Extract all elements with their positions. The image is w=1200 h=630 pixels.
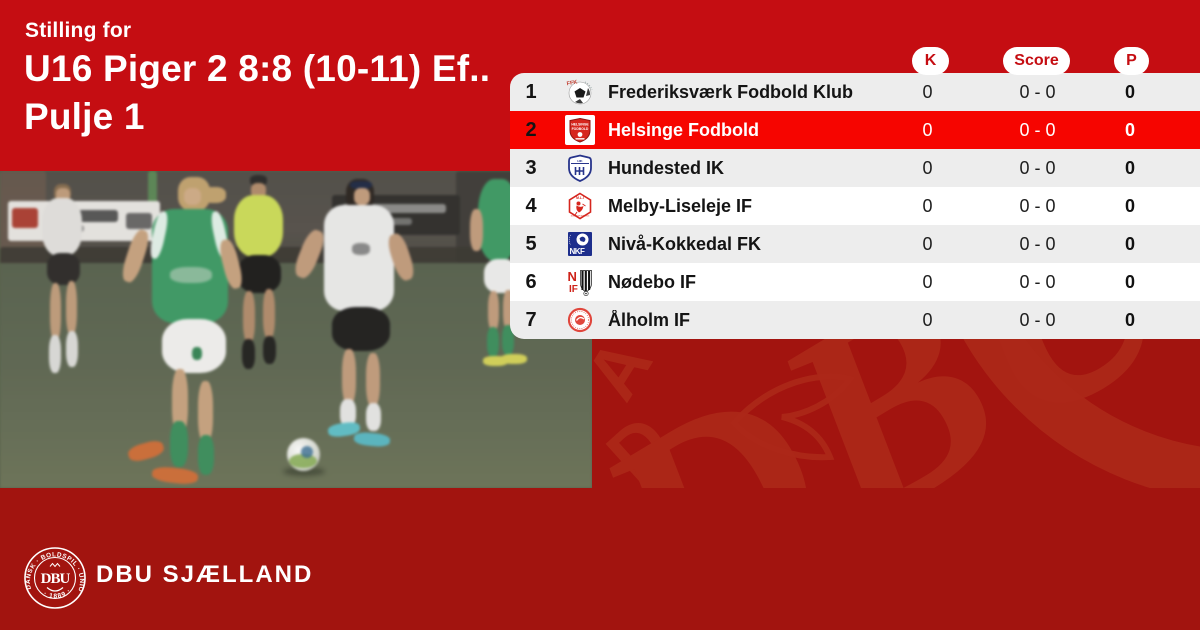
title-line-1: U16 Piger 2 8:8 (10-11) Ef.. [24,48,491,89]
club-logo-hundested: HIK [565,153,595,183]
table-row: 7 Ålholm IF 0 0 - 0 0 [510,301,1200,339]
svg-text:IF: IF [569,284,578,295]
svg-text:HIK: HIK [577,159,583,163]
score-cell: 0 - 0 [1019,195,1056,216]
matches-cell: 0 [922,157,933,178]
standings-table: 1 FFK Frederiksværk Fodbold Klub 0 0 - 0… [510,73,1200,339]
page-title: U16 Piger 2 8:8 (10-11) Ef.. Pulje 1 [24,45,490,141]
rank-cell: 6 [525,270,537,293]
points-cell: 0 [1124,157,1135,178]
table-row-highlighted: 2 HELSINGE FODBOLD Helsinge Fodbold 0 0 … [510,111,1200,149]
svg-text:FODBOLD: FODBOLD [572,127,589,131]
table-row: 5 NKF Nivå-Kokkedal FK 0 0 - 0 0 [510,225,1200,263]
score-cell: 0 - 0 [1019,119,1056,140]
match-photo [0,171,592,488]
club-logo-nivaa-kokkedal: NKF [565,229,595,259]
score-cell: 0 - 0 [1019,309,1056,330]
svg-text:N: N [568,269,577,284]
matches-cell: 0 [922,271,933,292]
club-name: Frederiksværk Fodbold Klub [608,81,854,102]
matches-cell: 0 [922,195,933,216]
rank-cell: 2 [525,118,537,141]
rank-cell: 3 [525,156,537,179]
points-cell: 0 [1124,309,1135,330]
club-name: Nivå-Kokkedal FK [608,233,762,254]
club-name: Nødebo IF [608,271,696,292]
points-cell: 0 [1124,119,1135,140]
score-cell: 0 - 0 [1019,233,1056,254]
table-row: 3 HIK Hundested IK 0 0 - 0 0 [510,149,1200,187]
rank-cell: 1 [525,80,537,103]
club-logo-melby-liseleje: M.L.I IDRÆTSFORENING [565,191,595,221]
score-cell: 0 - 0 [1019,157,1056,178]
svg-text:DBU: DBU [41,571,71,587]
points-cell: 0 [1124,195,1135,216]
rank-cell: 4 [525,194,537,217]
column-header-points: P [1114,47,1149,75]
eyebrow-text: Stilling for [25,19,132,42]
column-header-matches: K [912,47,949,75]
club-name: Helsinge Fodbold [608,119,759,140]
title-line-2: Pulje 1 [24,96,145,137]
club-logo-frederiksvaerk: FFK [565,77,595,107]
svg-text:M.L.I: M.L.I [576,196,584,200]
svg-text:IDRÆTSFORENING: IDRÆTSFORENING [571,216,590,218]
rank-cell: 7 [525,308,537,331]
table-row: 4 M.L.I IDRÆTSFORENING Melby-Liseleje IF… [510,187,1200,225]
club-logo-aalholm [565,305,595,335]
points-cell: 0 [1124,81,1135,102]
svg-text:HELSINGE: HELSINGE [571,123,589,127]
svg-text:· 1889 ·: · 1889 · [42,587,73,600]
dbu-crest-logo: DANSK · BOLDSPIL · UNION · 1889 · DBU [20,541,87,610]
club-name: Ålholm IF [608,309,690,330]
score-cell: 0 - 0 [1019,81,1056,102]
points-cell: 0 [1124,233,1135,254]
matches-cell: 0 [922,81,933,102]
matches-cell: 0 [922,233,933,254]
table-row: 1 FFK Frederiksværk Fodbold Klub 0 0 - 0… [510,73,1200,111]
svg-text:NKF: NKF [570,247,586,256]
rank-cell: 5 [525,232,537,255]
matches-cell: 0 [922,309,933,330]
points-cell: 0 [1124,271,1135,292]
table-row: 6 N IF Nødebo IF 0 0 - 0 0 [510,263,1200,301]
svg-text:FFK: FFK [566,80,578,88]
matches-cell: 0 [922,119,933,140]
club-logo-helsinge: HELSINGE FODBOLD [565,115,595,145]
brand-wordmark: DBU SJÆLLAND [96,561,314,588]
score-cell: 0 - 0 [1019,271,1056,292]
club-logo-noedebo: N IF [565,267,595,297]
club-name: Melby-Liseleje IF [608,195,753,216]
club-name: Hundested IK [608,157,725,178]
column-header-score: Score [1003,47,1070,75]
